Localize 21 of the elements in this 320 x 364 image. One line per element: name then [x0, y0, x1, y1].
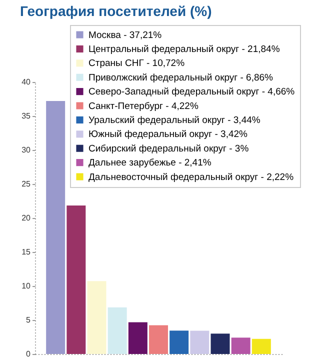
y-tick-label: 35: [22, 112, 32, 120]
legend-label: Приволжский федеральный округ - 6,86%: [88, 72, 274, 84]
y-tick-label: 40: [22, 78, 32, 86]
legend-label: Дальневосточный федеральный округ - 2,22%: [88, 172, 294, 183]
legend-label: Сибирский федеральный округ - 3%: [88, 143, 250, 154]
legend-label: Санкт-Петербург - 4,22%: [88, 100, 199, 112]
legend-label: Дальнее зарубежье - 2,41%: [88, 158, 212, 169]
y-tick-label: 0: [26, 350, 32, 358]
legend-label: Уральский федеральный округ - 3,44%: [88, 114, 261, 126]
legend-label: Центральный федеральный округ - 21,84%: [88, 44, 280, 55]
y-tick-label: 15: [22, 248, 32, 256]
chart-title: География посетителей (%): [20, 3, 212, 19]
y-tick-label: 10: [22, 282, 32, 290]
y-tick-label: 20: [22, 214, 32, 222]
y-tick-label: 5: [26, 316, 32, 324]
legend-label: Южный федеральный округ - 3,42%: [88, 129, 248, 140]
y-tick-label: 25: [22, 180, 32, 188]
legend-label: Москва - 37,21%: [88, 30, 162, 41]
legend-label: Страны СНГ - 10,72%: [88, 58, 186, 70]
legend-label: Северо-Западный федеральный округ - 4,66%: [88, 86, 296, 98]
y-tick-label: 30: [22, 146, 32, 154]
